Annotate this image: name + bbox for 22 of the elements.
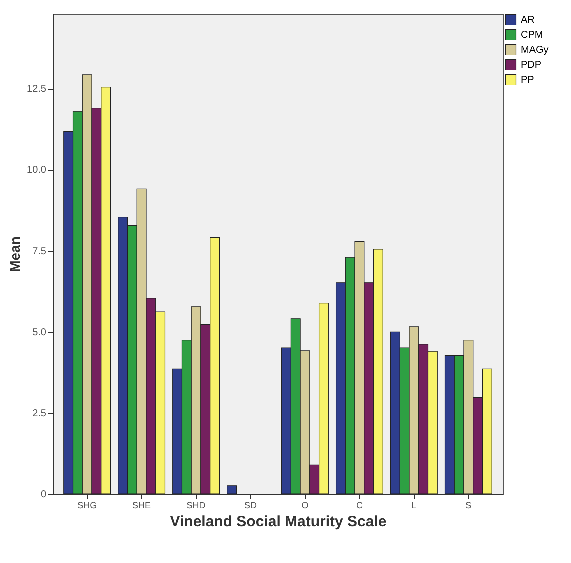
x-tick-label: SHE bbox=[132, 500, 152, 510]
y-tick-label: 2.5 bbox=[32, 408, 47, 420]
legend-label: CPM bbox=[521, 30, 544, 41]
x-tick-label: S bbox=[466, 500, 472, 510]
y-tick-label: 5.0 bbox=[32, 327, 47, 338]
y-tick-label: 0 bbox=[40, 490, 47, 500]
x-axis-title: Vineland Social Maturity Scale bbox=[170, 514, 387, 530]
y-axis-title: Mean bbox=[7, 236, 24, 272]
legend-label: AR bbox=[521, 15, 535, 26]
x-tick-label: L bbox=[412, 500, 417, 510]
legend-label: PDP bbox=[521, 60, 542, 71]
x-tick-label: O bbox=[302, 500, 309, 510]
x-tick-label: SHG bbox=[78, 500, 98, 510]
legend-label: MAGy bbox=[521, 45, 549, 56]
bar bbox=[227, 486, 238, 494]
y-tick-label: 10.0 bbox=[27, 165, 47, 176]
x-tick-label: C bbox=[356, 500, 364, 510]
x-tick-label: SD bbox=[244, 500, 258, 510]
y-tick-label: 7.5 bbox=[32, 246, 47, 258]
legend-label: PP bbox=[521, 75, 535, 86]
y-tick-label: 12.5 bbox=[27, 84, 47, 96]
x-tick-label: SHD bbox=[186, 500, 206, 510]
